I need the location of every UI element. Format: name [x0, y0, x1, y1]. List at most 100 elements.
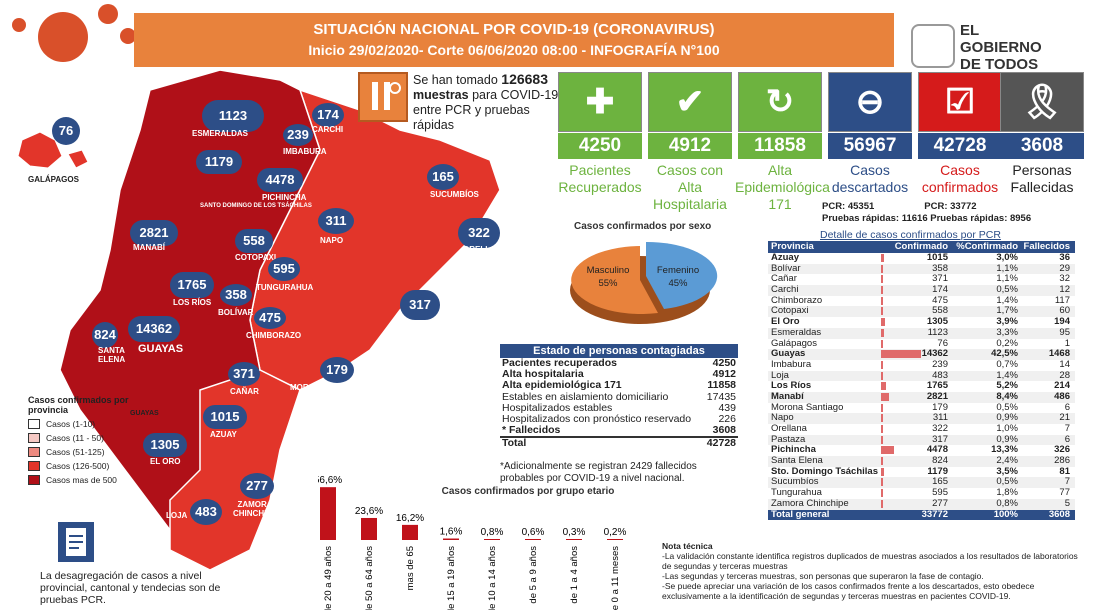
age-category-label: de 1 a 4 años	[569, 546, 580, 604]
bubble-carchi: 174	[312, 103, 344, 127]
kpi-discarded-label: Casos descartados	[831, 162, 909, 195]
share-bar	[881, 499, 883, 508]
age-value-label: 0,3%	[563, 527, 586, 538]
epidemiological-icon-card: ↻	[738, 72, 822, 132]
bubble-zamora: 277	[240, 473, 274, 499]
pie-slice-masculino	[571, 246, 658, 314]
label-pastaza: PASTAZA	[402, 320, 439, 329]
map-legend: Casos confirmados por provincia Casos (1…	[28, 395, 148, 485]
label-imbabura: IMBABURA	[283, 147, 327, 156]
label-pichincha: PICHINCHA	[262, 193, 307, 202]
table-row: Esmeraldas 1123 3,3% 95	[768, 327, 1075, 339]
kpi-confirmed-label: Casos confirmados	[921, 162, 999, 195]
kpi-confirmed: 42728	[918, 133, 1002, 159]
share-bar	[881, 446, 894, 455]
share-bar	[881, 478, 883, 487]
pie-label-masculino: Masculino	[587, 265, 630, 276]
table-row: Guayas 14362 42,5% 1468	[768, 348, 1075, 360]
share-bar	[881, 254, 884, 262]
status-row: Hospitalizados con pronóstico reservado 2…	[502, 412, 736, 425]
label-santa-elena: SANTA ELENA	[98, 346, 126, 364]
bubble-sucumbios: 165	[427, 164, 459, 190]
label-santo-domingo: SANTO DOMINGO DE LOS TSÁCHILAS	[200, 203, 312, 209]
table-header: Provincia Confirmado %Confirmado Falleci…	[768, 241, 1075, 253]
header-banner: SITUACIÓN NACIONAL POR COVID-19 (CORONAV…	[134, 13, 894, 67]
bubble-pichincha: 4478	[257, 168, 303, 192]
pie-pct-masculino: 55%	[598, 278, 618, 289]
tests-count: 126683	[501, 71, 548, 87]
table-row: Sucumbíos 165 0,5% 7	[768, 477, 1075, 489]
share-bar	[881, 392, 889, 401]
ribbon-icon: 🎗	[1020, 83, 1064, 121]
table-row: Azuay 1015 3,0% 36	[771, 252, 1070, 263]
label-orellana: ORELLANA	[463, 245, 508, 254]
label-bolivar: BOLÍVAR	[218, 308, 254, 317]
age-bar	[566, 539, 582, 540]
age-category-label: de 50 a 64 años	[364, 546, 375, 610]
legend-swatch	[28, 447, 40, 457]
legend-item: Casos mas de 500	[28, 475, 148, 485]
pcr-breakdown: PCR: 45351 PCR: 33772 Pruebas rápidas: 11…	[822, 201, 1032, 224]
table-row: Orellana 322 1,0% 7	[771, 423, 1070, 434]
age-value-label: 0,8%	[481, 527, 504, 538]
test-tube-icon	[358, 72, 408, 122]
age-bar	[443, 538, 459, 540]
kpi-epidemiological: 11858	[738, 133, 822, 159]
table-row: El Oro 1305 3,9% 194	[771, 316, 1070, 328]
bubble-guayas: 14362	[128, 316, 180, 342]
age-value-label: 16,2%	[396, 513, 424, 524]
bubble-el-oro: 1305	[143, 433, 187, 457]
bubble-los-rios: 1765	[170, 272, 214, 298]
legend-swatch	[28, 461, 40, 471]
label-zamora: ZAMORA CHINCHIPE	[232, 500, 277, 518]
share-bar	[881, 328, 885, 337]
label-guayas: GUAYAS	[138, 343, 184, 355]
legend-item: Casos (126-500)	[28, 461, 148, 471]
label-tungurahua: TUNGURAHUA	[256, 283, 314, 292]
seal-icon	[911, 24, 955, 68]
table-row: Carchi 174 0,5% 12	[768, 284, 1075, 296]
kpi-deceased-label: Personas Fallecidas	[1010, 162, 1074, 195]
share-bar	[881, 350, 921, 359]
galapagos-region	[17, 131, 63, 169]
bubble-imbabura: 239	[283, 124, 313, 146]
share-bar	[881, 489, 883, 498]
age-bar	[361, 517, 377, 540]
kpi-discharged-label: Casos con Alta Hospitalaria	[653, 162, 727, 212]
status-row: Alta hospitalaria 4912	[502, 368, 736, 381]
legend-item: Casos (11 - 50)	[28, 433, 148, 443]
kpi-recovered-label: Pacientes Recuperados	[558, 162, 642, 195]
share-bar	[881, 435, 883, 444]
table-row: Pichincha 4478 13,3% 326	[771, 444, 1070, 456]
table-row: Galápagos 76 0,2% 1	[771, 337, 1070, 349]
age-bar-chart: Casos confirmados por grupo etario 56,6%…	[318, 475, 627, 610]
bubble-orellana: 322	[458, 218, 500, 248]
bubble-santa-elena: 824	[92, 322, 118, 348]
share-bar	[881, 339, 883, 348]
legend-title: Casos confirmados por provincia	[28, 395, 129, 415]
kpi-epidemiological-label: Alta Epidemiológica 171	[735, 162, 830, 212]
label-morona: MORONA SANTIAGO	[290, 383, 371, 392]
label-el-oro: EL ORO	[150, 457, 181, 466]
label-sucumbios: SUCUMBÍOS	[430, 190, 479, 199]
discarded-icon-card: ⊖	[828, 72, 912, 132]
age-category-label: de 10 a 14 años	[487, 546, 498, 610]
bubble-azuay: 1015	[203, 405, 247, 429]
share-bar	[881, 275, 883, 284]
share-bar	[881, 286, 883, 295]
label-galapagos: GALÁPAGOS	[28, 175, 79, 184]
age-category-label: de 0 a 11 meses	[610, 546, 621, 610]
age-category-label: de 5 a 9 años	[528, 546, 539, 604]
legend-item: Casos (1-10)	[28, 419, 148, 429]
pie-label-femenino: Femenino	[657, 265, 699, 276]
discharged-icon: ✔	[675, 83, 705, 121]
tests-info: Se han tomado 126683 muestras para COVID…	[358, 71, 562, 144]
virus-illustration	[0, 0, 140, 70]
label-napo: NAPO	[320, 236, 344, 245]
table-total-row: Total general 33772 100% 3608	[768, 509, 1075, 521]
status-row: Alta epidemiológica 171 11858	[502, 379, 736, 392]
recovered-icon-card: ✚	[558, 72, 642, 132]
share-bar	[881, 382, 886, 391]
page-title: SITUACIÓN NACIONAL POR COVID-19 (CORONAV…	[313, 21, 715, 38]
age-bar	[320, 487, 336, 540]
